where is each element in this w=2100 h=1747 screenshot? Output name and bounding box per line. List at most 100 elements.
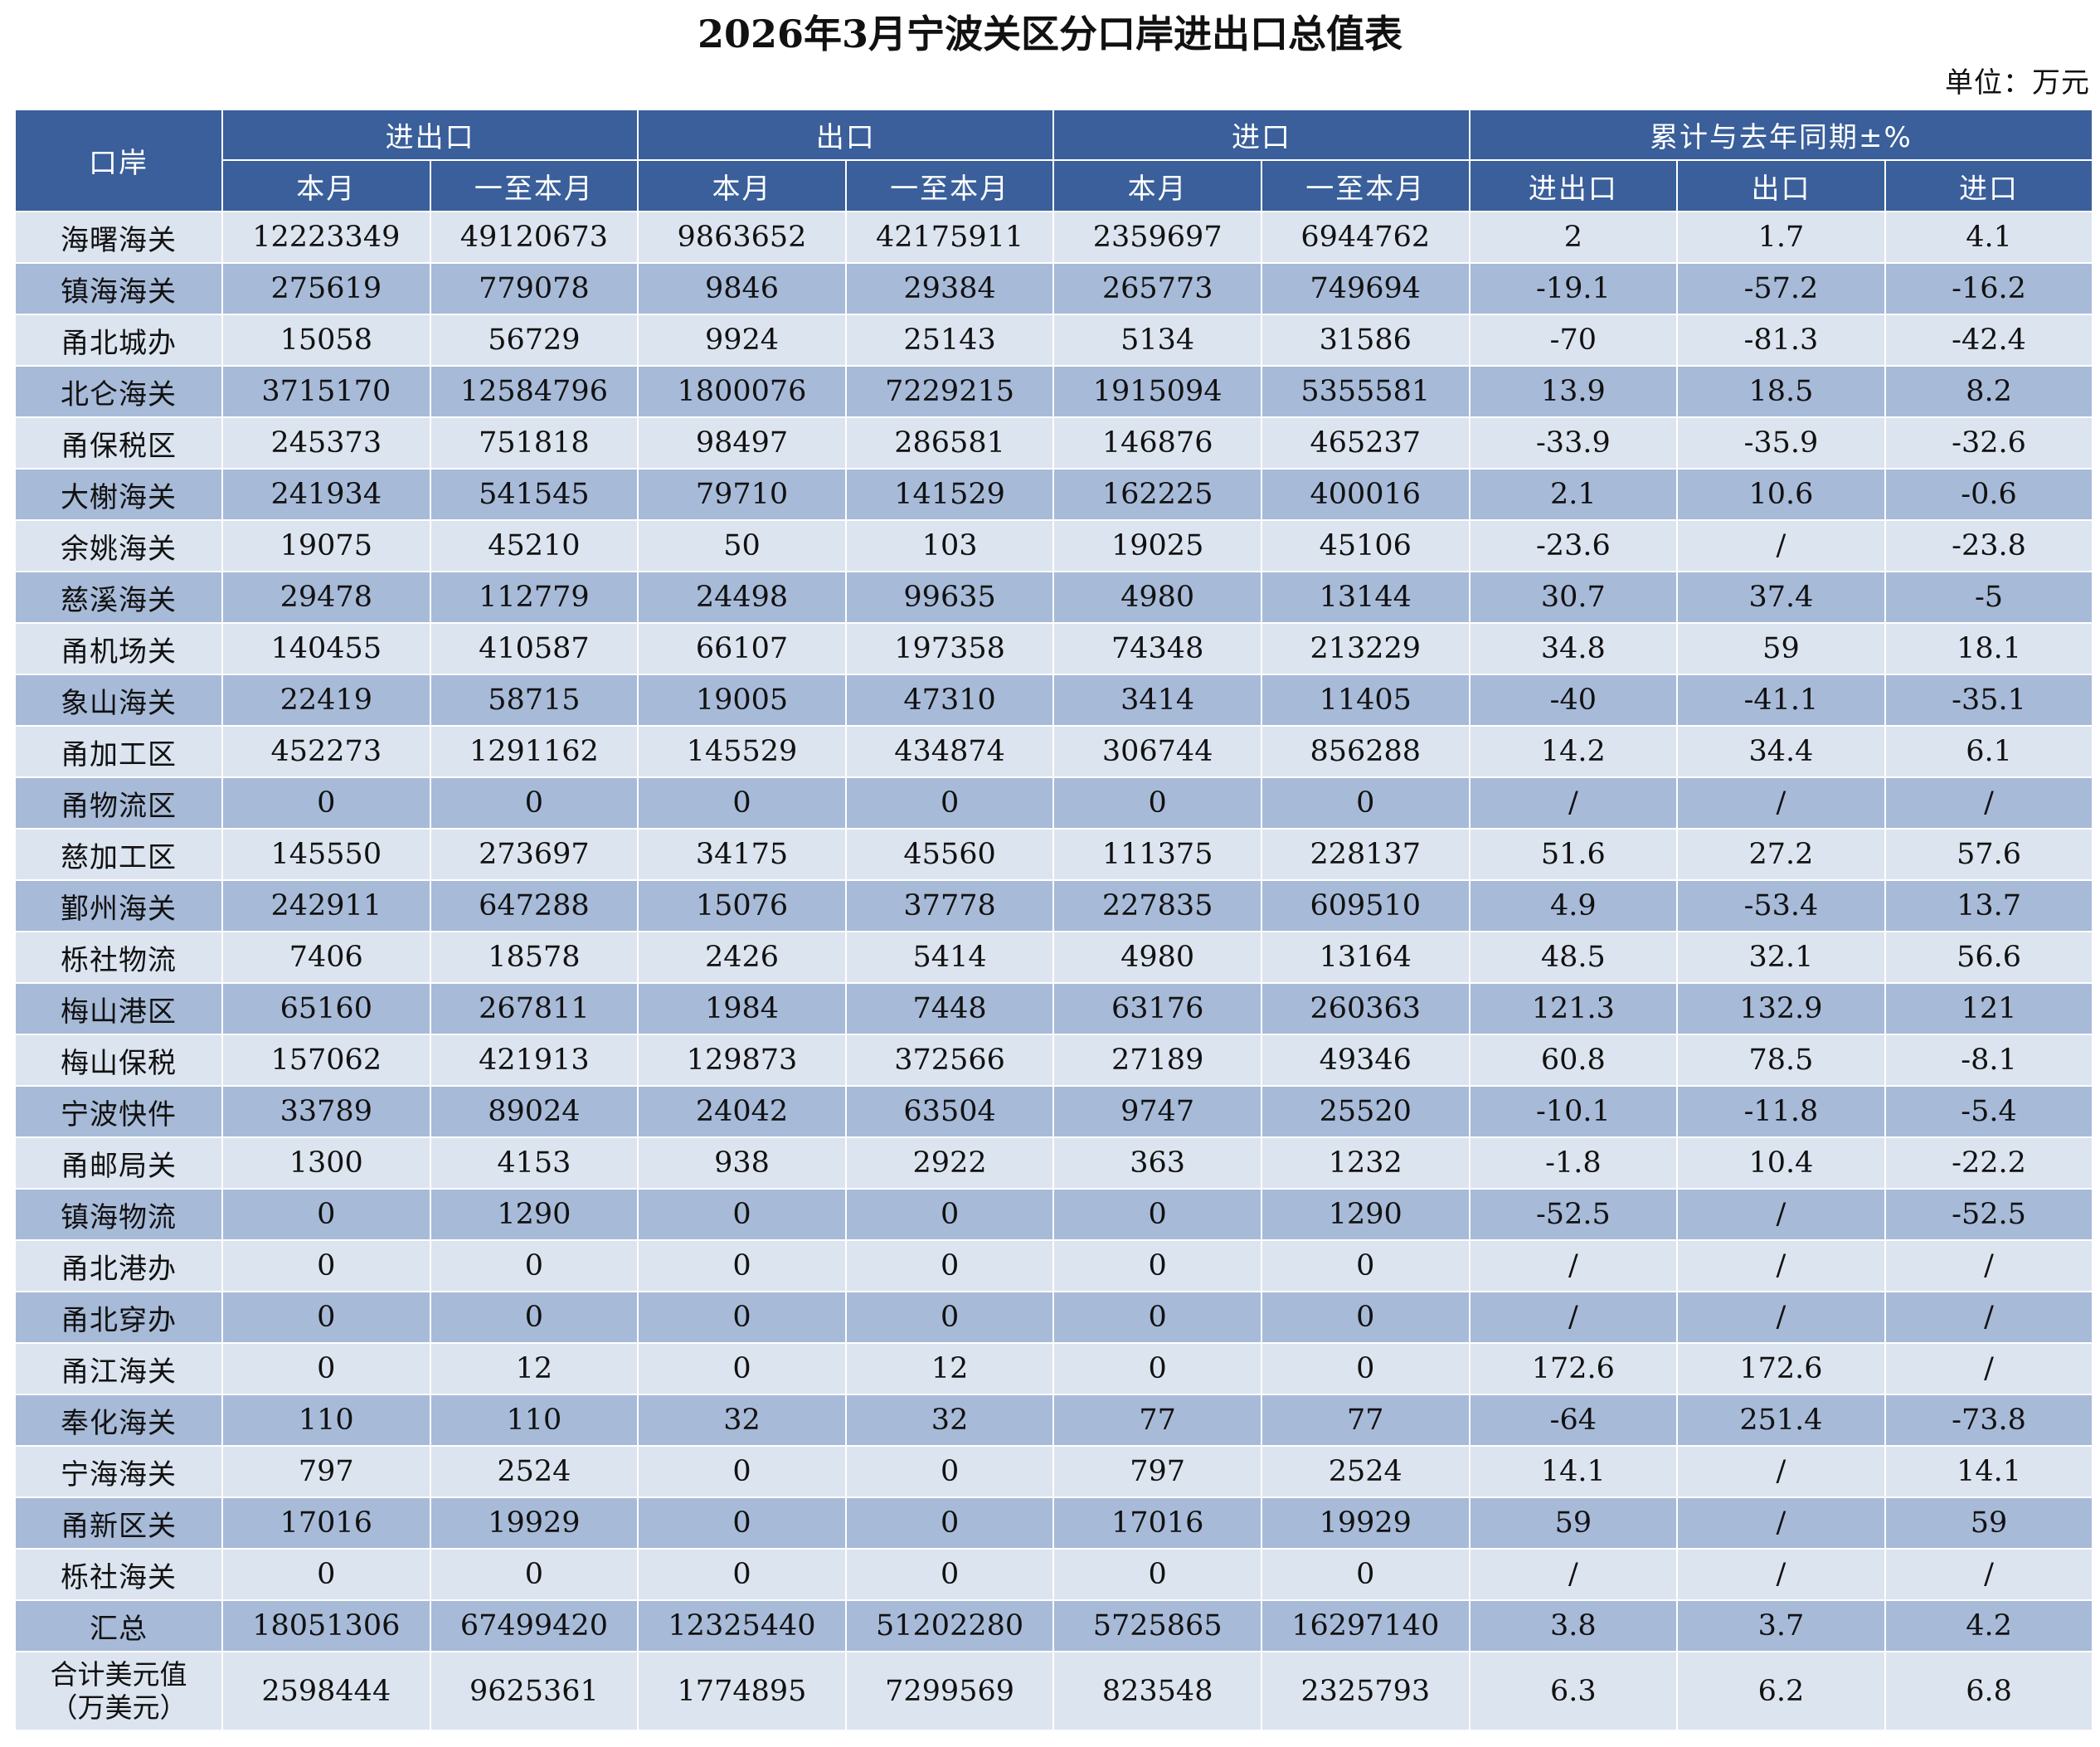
port-name-cell: 镇海海关 [14,262,223,315]
value-cell: 7448 [844,982,1055,1035]
value-cell: 145529 [637,725,847,778]
value-cell: 121 [1884,982,2094,1035]
header-sub-0: 本月 [221,159,431,212]
value-cell: 45210 [429,519,639,572]
value-cell: 241934 [221,468,431,521]
value-cell: 111375 [1052,828,1262,881]
value-cell: 58715 [429,674,639,727]
value-cell: 141529 [844,468,1055,521]
table-row: 象山海关 22419 58715 19005 47310 3414 11405 -40 -41.… [14,674,2094,727]
value-cell: 4980 [1052,571,1262,624]
value-cell: 452273 [221,725,431,778]
port-name-cell: 甬江海关 [14,1342,223,1395]
value-cell: 4.2 [1884,1599,2094,1652]
value-cell: 2426 [637,931,847,984]
value-cell: 260363 [1260,982,1470,1035]
value-cell: / [1884,1239,2094,1292]
value-cell: 0 [221,1188,431,1241]
header-group-import: 进口 [1052,109,1470,161]
value-cell: 59 [1676,622,1886,675]
value-cell: 4.9 [1468,879,1679,932]
value-cell: 19075 [221,519,431,572]
value-cell: 19005 [637,674,847,727]
value-cell: 65160 [221,982,431,1035]
value-cell: 3414 [1052,674,1262,727]
value-cell: 5414 [844,931,1055,984]
value-cell: 146876 [1052,416,1262,470]
value-cell: 0 [637,1445,847,1498]
value-cell: 29384 [844,262,1055,315]
value-cell: 2524 [1260,1445,1470,1498]
value-cell: 27.2 [1676,828,1886,881]
value-cell: 0 [429,1291,639,1344]
table-row: 宁海海关 797 2524 0 0 797 2524 14.1/14.1 [14,1445,2094,1498]
value-cell: 1232 [1260,1136,1470,1190]
value-cell: 11405 [1260,674,1470,727]
value-cell: 273697 [429,828,639,881]
port-name-cell: 甬北港办 [14,1239,223,1292]
value-cell: 0 [221,1342,431,1395]
value-cell: 24042 [637,1085,847,1138]
port-name-cell: 汇总 [14,1599,223,1652]
value-cell: -16.2 [1884,262,2094,315]
value-cell: 7229215 [844,365,1055,418]
value-cell: 363 [1052,1136,1262,1190]
value-cell: 45560 [844,828,1055,881]
value-cell: 13164 [1260,931,1470,984]
header-sub-7: 出口 [1676,159,1886,212]
value-cell: 4153 [429,1136,639,1190]
table-row: 梅山保税 157062 421913 129873 372566 27189 49346 60… [14,1034,2094,1087]
value-cell: 0 [1052,776,1262,830]
port-name-cell: 梅山保税 [14,1034,223,1087]
port-name-cell: 宁波快件 [14,1085,223,1138]
value-cell: 0 [1260,1291,1470,1344]
value-cell: 19929 [1260,1496,1470,1550]
value-cell: 121.3 [1468,982,1679,1035]
value-cell: 18.5 [1676,365,1886,418]
value-cell: 12 [844,1342,1055,1395]
value-cell: 34175 [637,828,847,881]
value-cell: -52.5 [1884,1188,2094,1241]
header-port: 口岸 [14,109,223,212]
value-cell: 157062 [221,1034,431,1087]
value-cell: 797 [221,1445,431,1498]
value-cell: / [1884,776,2094,830]
value-cell: 797 [1052,1445,1262,1498]
value-cell: -0.6 [1884,468,2094,521]
value-cell: / [1676,1548,1886,1601]
value-cell: 749694 [1260,262,1470,315]
value-cell: 172.6 [1468,1342,1679,1395]
table-row: 甬物流区 0 0 0 0 0 0// / [14,776,2094,830]
value-cell: 56.6 [1884,931,2094,984]
value-cell: 31586 [1260,314,1470,367]
value-cell: 0 [1260,1342,1470,1395]
value-cell: 33789 [221,1085,431,1138]
value-cell: 99635 [844,571,1055,624]
value-cell: 1915094 [1052,365,1262,418]
value-cell: 32 [637,1394,847,1447]
value-cell: 103 [844,519,1055,572]
table-row: 甬北穿办 0 0 0 0 0 0// / [14,1291,2094,1344]
value-cell: 51202280 [844,1599,1055,1652]
port-name-cell: 栎社海关 [14,1548,223,1601]
port-name-cell: 梅山港区 [14,982,223,1035]
value-cell: 227835 [1052,879,1262,932]
value-cell: -70 [1468,314,1679,367]
table-row: 甬邮局关 1300 4153 938 2922 363 1232 -1.8 10.4 -22.2 [14,1136,2094,1190]
value-cell: 0 [221,1239,431,1292]
value-cell: 18.1 [1884,622,2094,675]
table-row: 海曙海关 12223349 49120673 9863652 42175911 23596… [14,211,2094,264]
value-cell: -22.2 [1884,1136,2094,1190]
page-title: 2026年3月宁波关区分口岸进出口总值表 [697,12,1403,56]
value-cell: 0 [637,776,847,830]
header-sub-8: 进口 [1884,159,2094,212]
value-cell: 172.6 [1676,1342,1886,1395]
value-cell: -42.4 [1884,314,2094,367]
value-cell: 541545 [429,468,639,521]
value-cell: 30.7 [1468,571,1679,624]
table-row: 栎社海关 0 0 0 0 0 0// / [14,1548,2094,1601]
value-cell: 0 [844,1496,1055,1550]
value-cell: 213229 [1260,622,1470,675]
port-name-cell: 镇海物流 [14,1188,223,1241]
port-name-cell: 鄞州海关 [14,879,223,932]
